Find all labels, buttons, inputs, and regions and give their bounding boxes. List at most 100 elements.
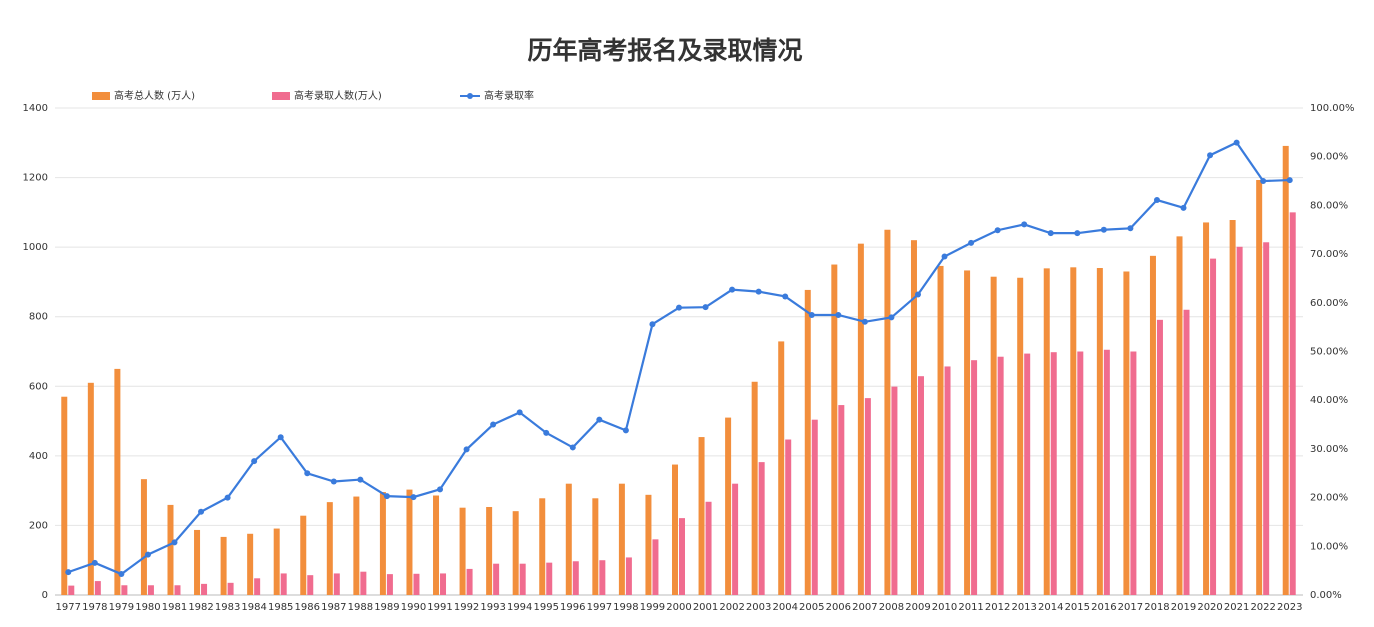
y-tick-label: 600 xyxy=(29,381,48,392)
point xyxy=(91,559,98,566)
bar xyxy=(326,502,333,595)
bar xyxy=(910,240,917,595)
bar xyxy=(652,539,659,595)
x-tick-label: 1978 xyxy=(82,602,107,613)
x-tick-label: 2021 xyxy=(1224,602,1249,613)
bar xyxy=(194,529,201,595)
x-tick-label: 2020 xyxy=(1197,602,1222,613)
point xyxy=(65,569,72,576)
bar xyxy=(539,498,546,595)
x-tick-label: 2000 xyxy=(666,602,691,613)
point xyxy=(755,288,762,295)
point xyxy=(198,508,205,515)
bar xyxy=(87,382,94,595)
point xyxy=(1047,230,1054,237)
point xyxy=(516,409,523,416)
bar xyxy=(1070,267,1077,595)
point xyxy=(383,493,390,500)
bar xyxy=(785,439,792,595)
bar xyxy=(1103,349,1110,595)
x-tick-label: 2008 xyxy=(879,602,904,613)
point xyxy=(304,470,311,477)
x-tick-label: 1998 xyxy=(613,602,638,613)
y2-tick-label: 10.00% xyxy=(1310,541,1348,552)
x-tick-label: 2012 xyxy=(985,602,1010,613)
x-tick-label: 1977 xyxy=(56,602,81,613)
x-tick-label: 1981 xyxy=(162,602,187,613)
x-tick-label: 2016 xyxy=(1091,602,1116,613)
bar xyxy=(1289,212,1296,595)
x-tick-label: 1986 xyxy=(295,602,320,613)
x-tick-label: 1990 xyxy=(401,602,426,613)
x-tick-label: 2006 xyxy=(826,602,851,613)
bar xyxy=(360,571,367,595)
bar xyxy=(971,360,978,595)
bar xyxy=(917,376,924,595)
y-tick-label: 1400 xyxy=(23,103,48,114)
bar xyxy=(280,573,287,595)
x-tick-label: 2013 xyxy=(1011,602,1036,613)
x-tick-label: 1999 xyxy=(640,602,665,613)
bar xyxy=(1050,352,1057,595)
point xyxy=(463,446,470,453)
x-tick-label: 2014 xyxy=(1038,602,1063,613)
bar xyxy=(891,386,898,595)
bar xyxy=(831,264,838,595)
legend-label: 高考总人数 (万人) xyxy=(114,89,195,102)
y2-tick-label: 90.00% xyxy=(1310,152,1348,163)
bar xyxy=(1229,220,1236,595)
bar xyxy=(68,585,75,595)
bar xyxy=(592,498,599,595)
x-tick-label: 1993 xyxy=(480,602,505,613)
bar xyxy=(333,573,340,595)
bar xyxy=(300,515,307,595)
point xyxy=(888,314,895,321)
bar xyxy=(857,243,864,595)
bar xyxy=(121,585,128,595)
y2-tick-label: 0.00% xyxy=(1310,590,1342,601)
bar xyxy=(167,504,174,595)
x-tick-label: 2010 xyxy=(932,602,957,613)
y-tick-label: 1000 xyxy=(23,242,48,253)
bar xyxy=(625,557,632,595)
x-tick-label: 2007 xyxy=(852,602,877,613)
bar xyxy=(440,573,447,595)
y2-tick-label: 30.00% xyxy=(1310,444,1348,455)
bar xyxy=(964,270,971,595)
x-tick-label: 2018 xyxy=(1144,602,1169,613)
point xyxy=(994,227,1001,234)
bar xyxy=(546,562,553,595)
x-tick-label: 1989 xyxy=(374,602,399,613)
point xyxy=(941,253,948,260)
point xyxy=(808,311,815,318)
y2-tick-label: 100.00% xyxy=(1310,103,1355,114)
bar xyxy=(307,575,314,595)
bar xyxy=(1130,351,1137,595)
point xyxy=(861,318,868,325)
point xyxy=(596,416,603,423)
x-tick-label: 2023 xyxy=(1277,602,1302,613)
bar xyxy=(1043,268,1050,595)
bar xyxy=(864,398,871,595)
bar xyxy=(884,229,891,595)
bar xyxy=(804,289,811,595)
point xyxy=(1260,178,1267,185)
bar xyxy=(565,483,572,595)
legend-swatch xyxy=(467,93,473,99)
bar xyxy=(433,495,440,595)
legend-swatch xyxy=(92,92,110,100)
bar xyxy=(459,507,466,595)
bar xyxy=(1263,242,1270,595)
x-tick-label: 1984 xyxy=(241,602,266,613)
point xyxy=(490,421,497,428)
x-tick-label: 1987 xyxy=(321,602,346,613)
point xyxy=(914,291,921,298)
point xyxy=(1153,197,1160,204)
point xyxy=(968,239,975,246)
point xyxy=(330,478,337,485)
point xyxy=(437,486,444,493)
x-tick-label: 2005 xyxy=(799,602,824,613)
bar xyxy=(937,265,944,595)
bar xyxy=(1256,180,1263,596)
